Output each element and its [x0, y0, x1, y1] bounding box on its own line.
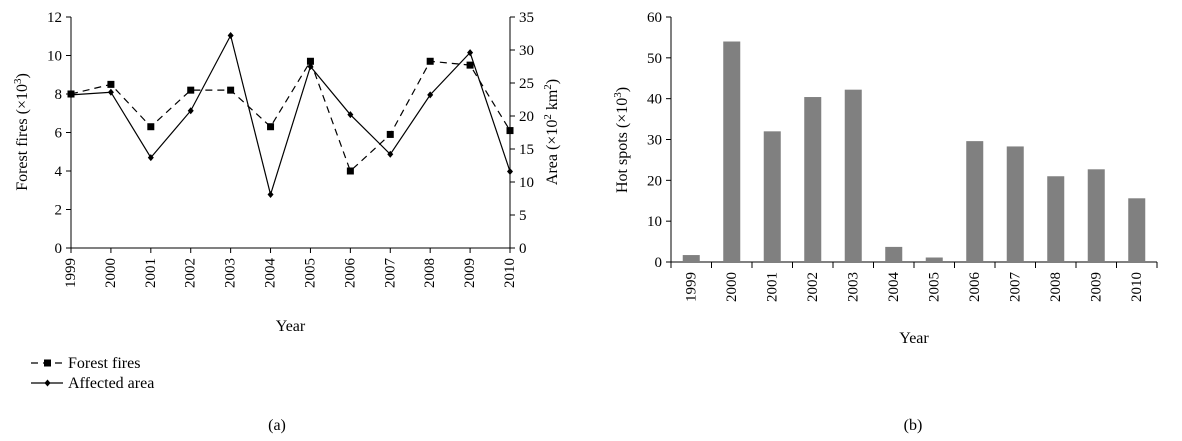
x-tick-label: 2001: [143, 258, 159, 288]
forest-fires-point: [426, 57, 434, 65]
y-tick-label: 50: [647, 51, 662, 67]
right-y-tick-label: 10: [519, 175, 534, 191]
affected-area-point: [267, 191, 274, 199]
affected-area-point: [507, 167, 513, 175]
right-y-tick-label: 20: [519, 109, 534, 125]
bar: [1087, 169, 1105, 262]
y-tick-label: 10: [647, 214, 662, 230]
right-y-tick-label: 15: [519, 142, 534, 158]
forest-fires-point: [306, 57, 314, 65]
left-y-axis-title: Forest fires (×103): [12, 73, 31, 191]
affected-area-point: [307, 63, 314, 70]
bar: [1006, 146, 1024, 262]
affected-area-point: [187, 107, 194, 115]
y-axis-title: Hot spots (×103): [612, 87, 631, 193]
x-tick-label: 2005: [926, 272, 942, 302]
right-y-axis-title: Area (×102 km2): [542, 79, 561, 185]
bar: [763, 131, 781, 262]
legend-marker: [44, 359, 51, 367]
forest-fires-point: [107, 80, 115, 88]
y-tick-label: 30: [647, 133, 662, 149]
x-tick-label: 2009: [1088, 272, 1104, 302]
affected-area-point: [387, 150, 394, 158]
panel-label-a: (a): [268, 417, 286, 434]
x-tick-label: 2004: [263, 258, 279, 289]
affected-area-point: [227, 31, 234, 39]
bar: [723, 41, 741, 262]
panel-label-b: (b): [904, 417, 923, 434]
y-tick-label: 60: [647, 10, 662, 26]
right-y-tick-label: 25: [519, 76, 534, 92]
bar: [1047, 176, 1065, 262]
left-y-tick-label: 2: [55, 203, 63, 219]
x-tick-label: 2004: [886, 272, 902, 303]
bar: [925, 257, 943, 262]
x-tick-label: 2010: [502, 258, 518, 288]
x-tick-label: 1999: [683, 272, 699, 302]
forest-fires-point: [147, 123, 155, 131]
right-y-tick-label: 5: [519, 208, 527, 224]
x-tick-label: 2002: [183, 258, 199, 288]
x-tick-label: 2007: [1007, 272, 1023, 303]
affected-area-point: [68, 91, 74, 99]
x-tick-label: 2009: [462, 258, 478, 288]
forest-fires-series-line: [70, 59, 511, 173]
bar: [844, 89, 862, 262]
legend-label: Affected area: [68, 375, 154, 392]
right-y-tick-label: 0: [519, 241, 527, 257]
x-tick-label: 2002: [805, 272, 821, 302]
x-tick-label: 2010: [1129, 272, 1145, 302]
x-tick-label: 2003: [845, 272, 861, 302]
bar: [885, 246, 903, 262]
x-tick-label: 1999: [63, 258, 79, 288]
x-tick-label: 2006: [342, 258, 358, 289]
affected-area-point: [107, 88, 114, 96]
forest-fires-point: [227, 86, 235, 94]
x-tick-label: 2001: [764, 272, 780, 302]
affected-area-point: [147, 154, 154, 162]
y-tick-label: 20: [647, 173, 662, 189]
forest-fires-point: [386, 130, 394, 138]
right-y-tick-label: 30: [519, 43, 534, 59]
affected-area-series-line: [70, 33, 511, 197]
bar: [966, 141, 984, 262]
left-y-tick-label: 4: [55, 164, 63, 180]
x-tick-label: 2008: [1048, 272, 1064, 302]
x-axis-title: Year: [899, 330, 929, 347]
line-chart-panel: 0 2 4 6 8 10 12 0 5 10 15 20 25 30 35 1999 2000 2001 2002 2…: [12, 10, 561, 392]
affected-area-point: [467, 49, 474, 57]
legend-marker: [44, 379, 51, 387]
x-tick-label: 2007: [382, 258, 398, 289]
forest-fires-point: [267, 123, 275, 131]
left-y-tick-label: 8: [55, 87, 63, 103]
x-tick-label: 2006: [967, 272, 983, 303]
affected-area-point: [347, 111, 354, 119]
bar-chart-panel: 0 10 20 30 40 50 60 1999 2000 2001 2002 2003 2004 200…: [612, 10, 1158, 347]
right-y-tick-label: 35: [519, 10, 534, 26]
forest-fires-point: [506, 127, 514, 135]
x-tick-label: 2003: [223, 258, 239, 288]
y-tick-label: 40: [647, 92, 662, 108]
affected-area-point: [427, 91, 434, 99]
y-tick-label: 0: [655, 255, 663, 271]
x-axis-title: Year: [276, 318, 306, 335]
x-tick-label: 2008: [422, 258, 438, 288]
forest-fires-point: [346, 167, 354, 175]
bar: [804, 97, 822, 263]
left-y-tick-label: 12: [47, 10, 62, 26]
forest-fires-point: [466, 61, 474, 69]
left-y-tick-label: 0: [55, 241, 63, 257]
x-tick-label: 2005: [302, 258, 318, 288]
bar: [682, 255, 700, 262]
left-y-tick-label: 6: [55, 126, 63, 142]
bar: [1128, 198, 1146, 262]
left-y-tick-label: 10: [47, 49, 62, 65]
legend-label: Forest fires: [68, 355, 140, 372]
forest-fires-point: [187, 86, 195, 94]
x-tick-label: 2000: [103, 258, 119, 288]
x-tick-label: 2000: [724, 272, 740, 302]
